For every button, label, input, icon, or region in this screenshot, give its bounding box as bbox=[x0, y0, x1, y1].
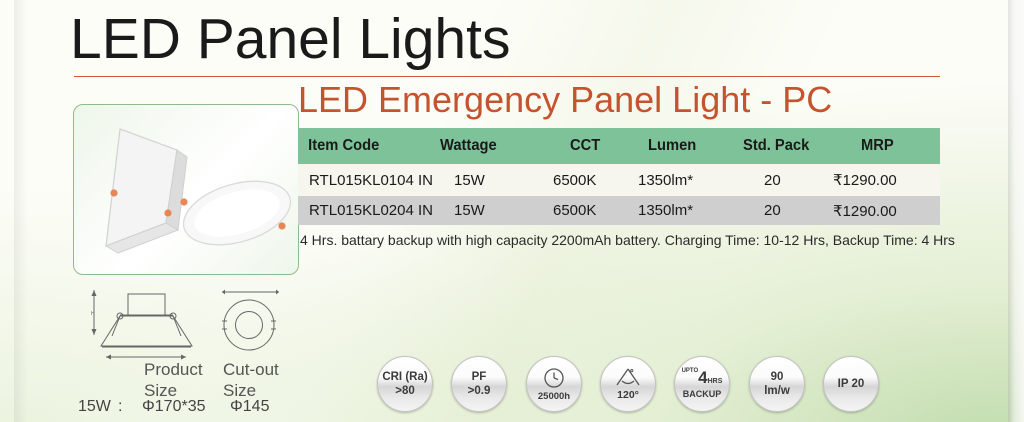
svg-text:H: H bbox=[91, 311, 95, 317]
